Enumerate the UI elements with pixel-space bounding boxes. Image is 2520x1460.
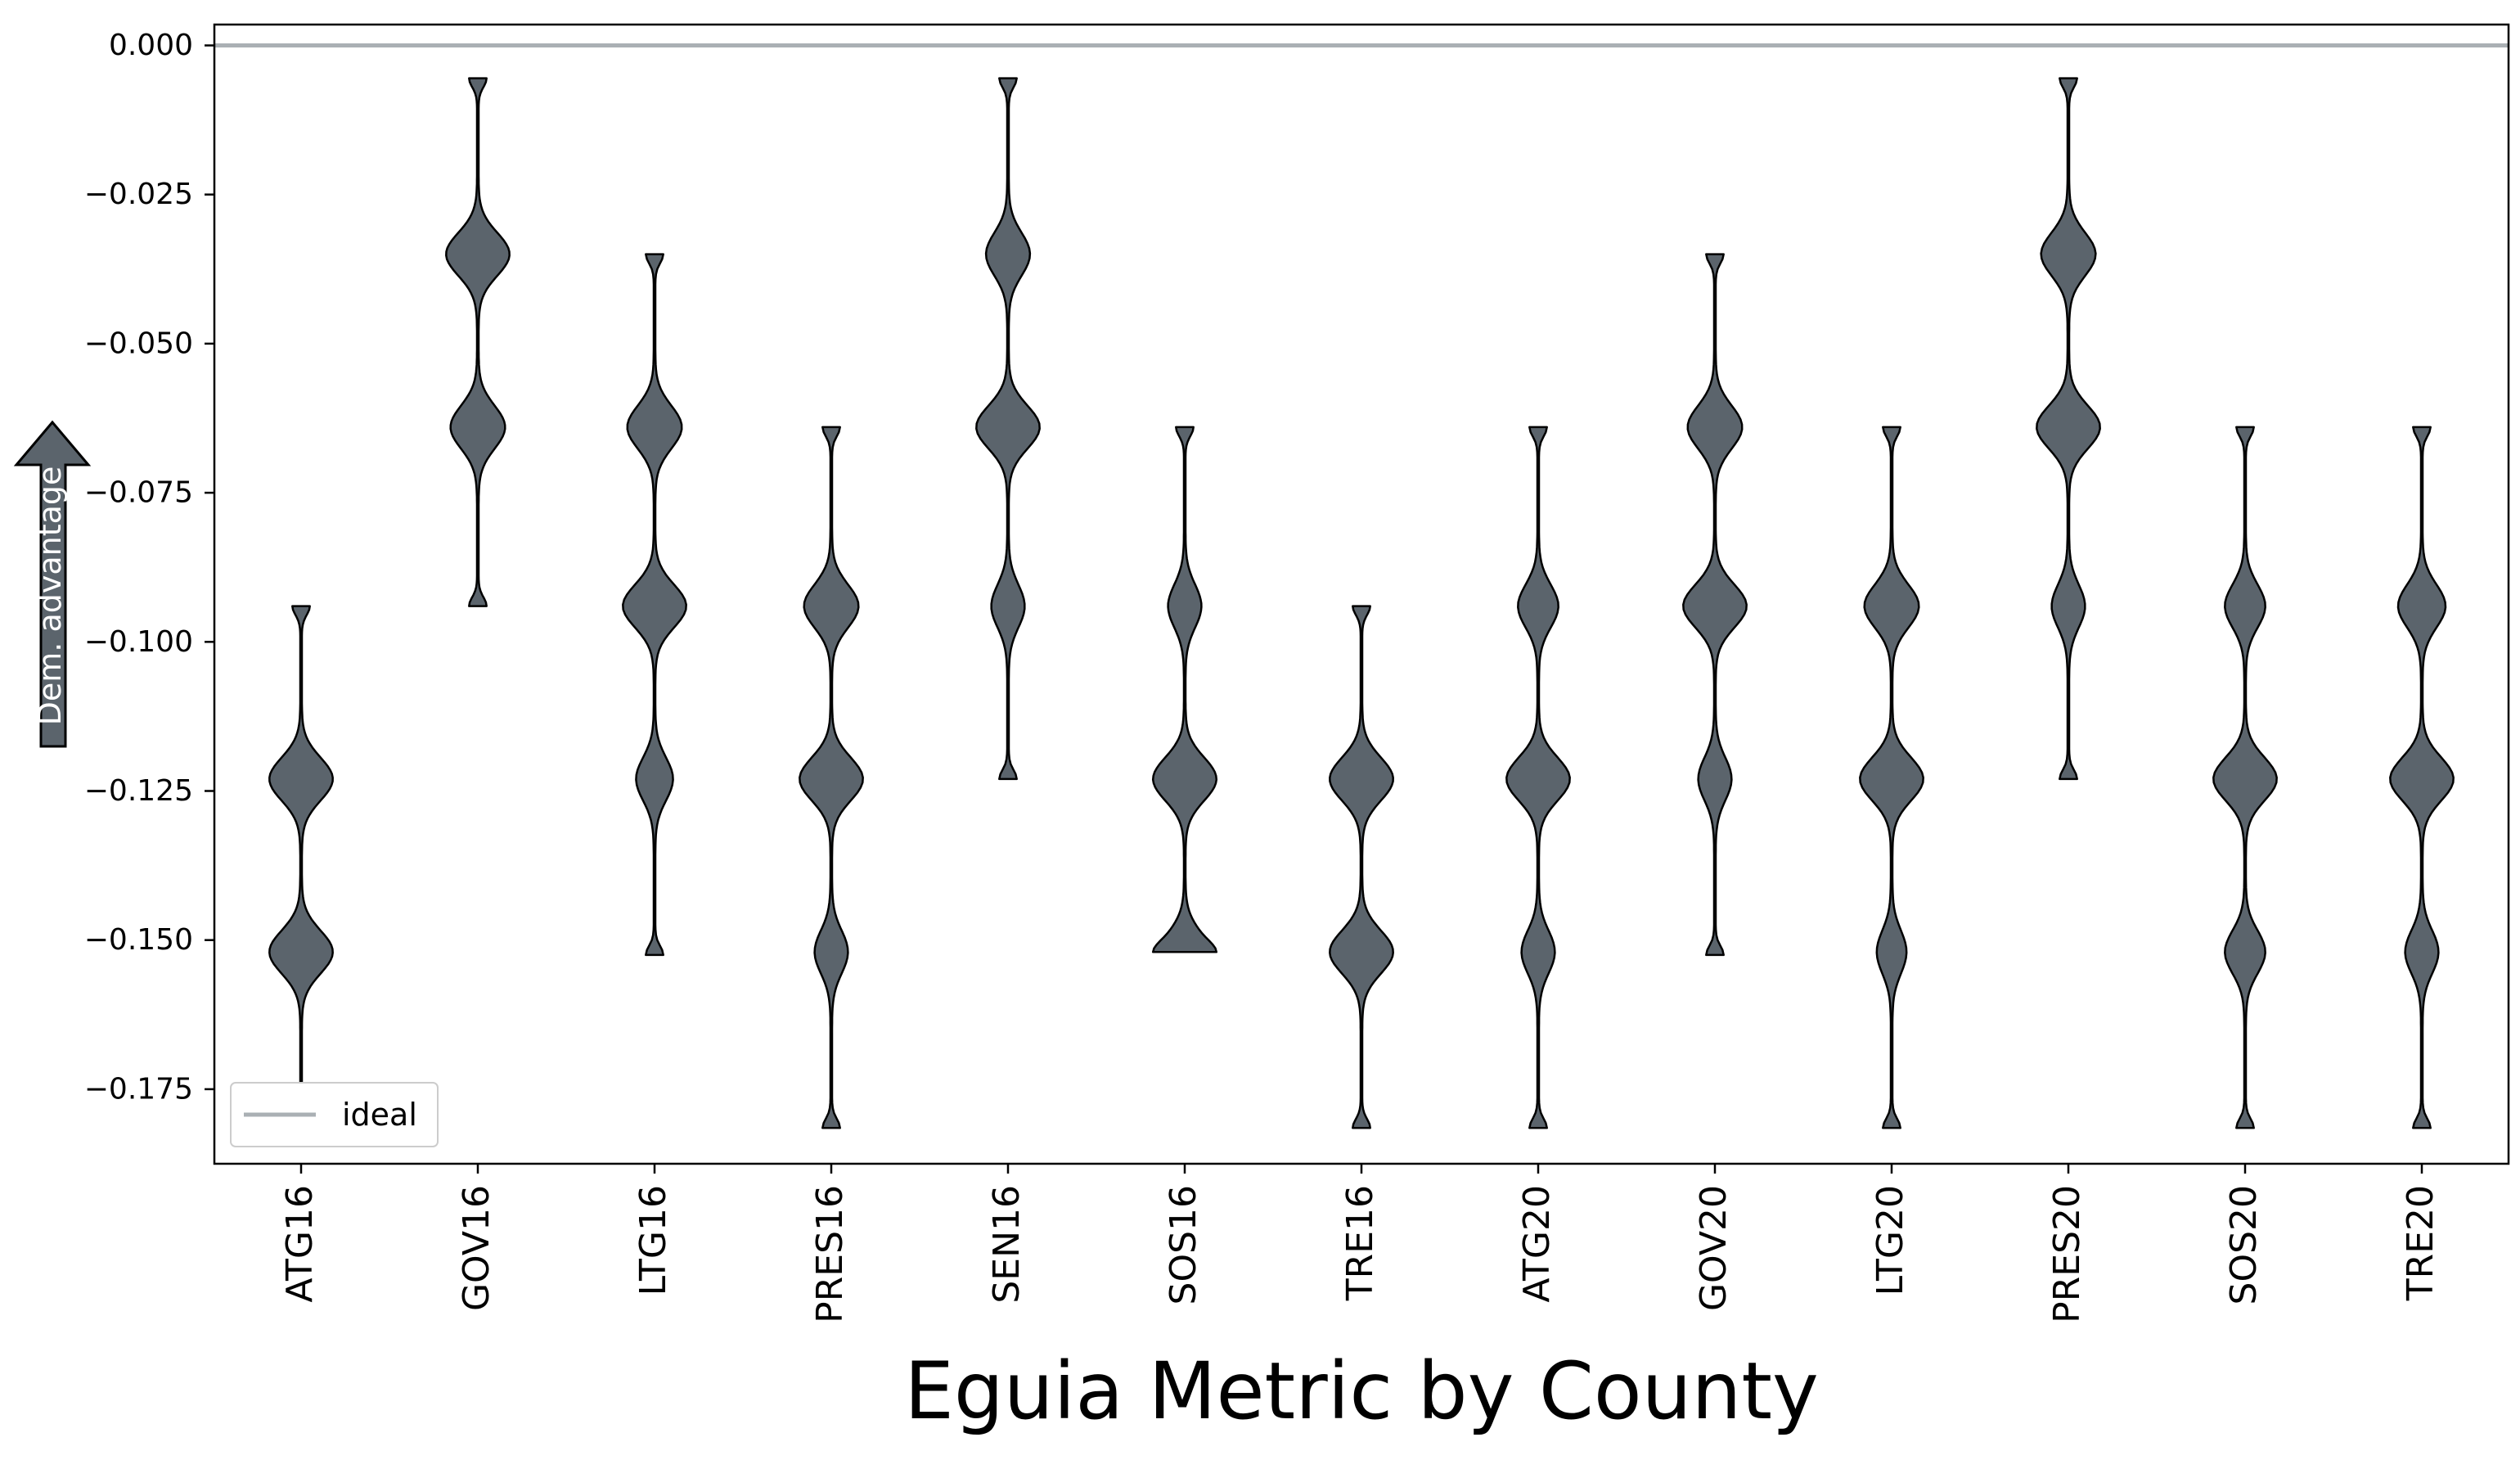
violin-atg20	[1505, 426, 1571, 1129]
x-tick-label: ATG16	[279, 1185, 321, 1303]
dem-advantage-arrow	[13, 420, 92, 748]
y-tick-label: −0.050	[84, 327, 193, 360]
violin-gov16	[445, 77, 511, 607]
violin-sos20	[2212, 426, 2278, 1129]
x-tick-label: TRE20	[2400, 1185, 2441, 1301]
x-tick-label: LTG20	[1870, 1185, 1911, 1296]
y-tick-label: −0.075	[84, 476, 193, 510]
x-tick-label: TRE16	[1339, 1185, 1381, 1301]
y-tick-label: −0.175	[84, 1072, 193, 1106]
x-tick-label: PRES16	[809, 1185, 851, 1323]
y-tick-label: −0.125	[84, 774, 193, 808]
violin-pres16	[799, 426, 864, 1129]
x-tick-label: LTG16	[632, 1185, 674, 1296]
x-tick-label: GOV20	[1693, 1185, 1735, 1311]
violin-sen16	[975, 77, 1041, 781]
ylabel-arrow: Dem. advantage	[13, 420, 92, 748]
legend: ideal	[230, 1082, 439, 1147]
legend-box	[230, 1082, 439, 1147]
violin-gov20	[1682, 253, 1748, 957]
legend-ideal-label: ideal	[342, 1097, 417, 1133]
violin-pres20	[2036, 77, 2101, 781]
y-tick-label: 0.000	[109, 29, 193, 62]
y-axis-label: Dem. advantage	[32, 466, 68, 726]
violin-ltg20	[1859, 426, 1924, 1129]
x-axis-label: Eguia Metric by County	[904, 1345, 1819, 1437]
x-tick-label: GOV16	[456, 1185, 497, 1311]
x-tick-label: SOS20	[2223, 1185, 2265, 1305]
violin-sos16	[1151, 426, 1218, 953]
x-tick-label: SEN16	[986, 1185, 1028, 1304]
x-tick-label: ATG20	[1516, 1185, 1558, 1303]
violin-tre16	[1329, 605, 1394, 1129]
y-tick-label: −0.150	[84, 923, 193, 957]
x-tick-label: SOS16	[1163, 1185, 1204, 1305]
y-tick-label: −0.025	[84, 178, 193, 211]
violin-ltg16	[622, 253, 687, 957]
violin-tre20	[2389, 426, 2455, 1129]
y-tick-label: −0.100	[84, 625, 193, 659]
x-tick-label: PRES20	[2046, 1185, 2088, 1323]
